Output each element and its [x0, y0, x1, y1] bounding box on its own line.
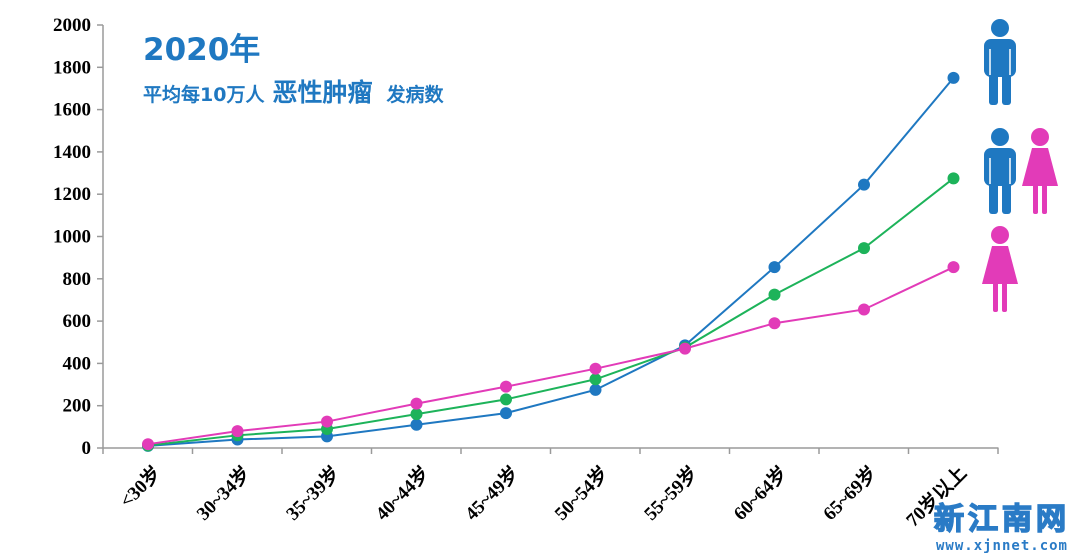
- x-tick-label: 40~44岁: [370, 461, 434, 525]
- data-point: [231, 425, 244, 438]
- male-icon: [984, 19, 1016, 105]
- data-point: [410, 418, 423, 431]
- data-point: [858, 303, 870, 316]
- male-figure: [984, 128, 1016, 214]
- data-point: [947, 172, 960, 185]
- data-point: [500, 393, 512, 406]
- y-tick-label: 800: [63, 269, 92, 290]
- series-2: [142, 261, 960, 451]
- dress: [1022, 148, 1058, 186]
- right-leg: [1002, 182, 1011, 214]
- x-tick-label: 55~59岁: [639, 461, 703, 525]
- x-tick-label: 60~64岁: [728, 461, 792, 525]
- data-point: [679, 342, 691, 355]
- data-point: [589, 362, 602, 375]
- head: [991, 19, 1009, 37]
- head: [991, 226, 1009, 244]
- series-layer: [142, 71, 960, 452]
- left-leg: [1033, 184, 1038, 214]
- torso: [984, 39, 1016, 77]
- female-figure: [982, 226, 1018, 312]
- y-tick-label: 0: [82, 438, 92, 459]
- data-point: [500, 380, 512, 393]
- y-tick-label: 1200: [53, 184, 91, 205]
- subtitle-part-1: 平均每10万人: [143, 84, 265, 106]
- data-point: [410, 408, 423, 421]
- watermark-url: www.xjnnet.com: [935, 538, 1068, 554]
- y-tick-label: 1400: [53, 142, 91, 163]
- chart-title: 2020年: [143, 32, 261, 68]
- male-figure: [984, 19, 1016, 105]
- subtitle-part-3: 发病数: [386, 84, 444, 106]
- series-1: [142, 172, 960, 452]
- y-tick-label: 600: [63, 311, 92, 332]
- data-point: [947, 71, 960, 84]
- right-leg: [1042, 184, 1047, 214]
- dress: [982, 246, 1018, 284]
- chart-subtitle: 平均每10万人 恶性肿瘤 发病数: [143, 73, 443, 109]
- legend-icons: [982, 19, 1058, 312]
- left-leg: [993, 282, 998, 312]
- y-tick-label: 1000: [53, 227, 91, 248]
- data-point: [768, 288, 781, 301]
- watermark: 新江南网 www.xjnnet.com: [933, 494, 1070, 554]
- series-line: [147, 266, 954, 446]
- subtitle-part-2: 恶性肿瘤: [272, 78, 373, 107]
- data-point: [589, 373, 602, 386]
- head: [991, 128, 1009, 146]
- x-tick-label: 35~39岁: [281, 461, 345, 525]
- series-line: [147, 77, 955, 447]
- data-point: [768, 261, 781, 274]
- data-point: [500, 407, 512, 420]
- y-tick-label: 1800: [53, 57, 91, 78]
- x-tick-label: 65~69岁: [818, 461, 882, 525]
- x-tick-label: 30~34岁: [191, 461, 255, 525]
- data-point: [858, 178, 870, 191]
- y-tick-label: 2000: [53, 15, 91, 36]
- data-point: [410, 397, 423, 410]
- data-point: [589, 383, 602, 396]
- series-line: [147, 177, 955, 447]
- female-figure: [1022, 128, 1058, 214]
- x-tick-label: <30岁: [115, 461, 166, 512]
- watermark-logo: 新江南网: [933, 501, 1070, 538]
- data-point: [321, 415, 333, 428]
- male-female-icon: [984, 128, 1058, 214]
- x-tick-label: 50~54岁: [549, 461, 613, 525]
- head: [1031, 128, 1049, 146]
- data-point: [768, 317, 781, 330]
- y-tick-label: 1600: [53, 100, 91, 121]
- female-icon: [982, 226, 1018, 312]
- right-leg: [1002, 73, 1011, 105]
- x-tick-label: 45~49岁: [460, 461, 524, 525]
- data-point: [858, 242, 870, 255]
- y-tick-label: 200: [63, 396, 92, 417]
- torso: [984, 148, 1016, 186]
- left-leg: [989, 182, 998, 214]
- right-leg: [1002, 282, 1007, 312]
- left-leg: [989, 73, 998, 105]
- y-tick-label: 400: [63, 353, 92, 374]
- data-point: [947, 261, 960, 274]
- data-point: [142, 438, 154, 451]
